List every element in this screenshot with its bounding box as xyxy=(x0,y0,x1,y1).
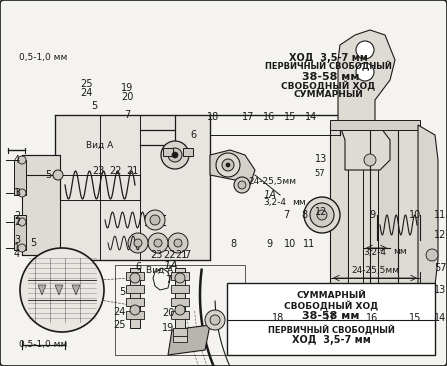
Text: 22: 22 xyxy=(163,250,175,260)
Text: 21: 21 xyxy=(175,250,187,260)
Text: СУММАРНЫЙ: СУММАРНЫЙ xyxy=(294,90,363,99)
Circle shape xyxy=(310,203,334,227)
Text: 12: 12 xyxy=(434,230,446,240)
Text: 16: 16 xyxy=(263,112,276,122)
Bar xyxy=(330,120,420,130)
Bar xyxy=(171,311,189,319)
Text: 5: 5 xyxy=(91,101,97,111)
Circle shape xyxy=(304,197,340,233)
Bar xyxy=(130,268,140,328)
Text: ПЕРВИЧНЫЙ СВОБОДНЫЙ: ПЕРВИЧНЫЙ СВОБОДНЫЙ xyxy=(265,61,392,71)
Text: 0,5-1,0 мм: 0,5-1,0 мм xyxy=(19,53,67,62)
Text: 7: 7 xyxy=(124,110,131,120)
Text: СВОБОДНЫЙ ХОД: СВОБОДНЫЙ ХОД xyxy=(284,301,378,311)
Bar xyxy=(171,285,189,293)
Text: Вид А: Вид А xyxy=(86,141,113,150)
Bar xyxy=(348,125,363,300)
Text: 19: 19 xyxy=(162,323,174,333)
Bar xyxy=(398,125,420,325)
Text: 38-58 мм: 38-58 мм xyxy=(302,72,359,82)
Circle shape xyxy=(148,233,168,253)
Text: 5: 5 xyxy=(30,238,37,249)
Bar xyxy=(378,125,398,300)
Text: 10: 10 xyxy=(283,239,296,250)
Text: 7: 7 xyxy=(165,275,171,285)
Circle shape xyxy=(18,244,26,252)
Bar xyxy=(175,268,185,328)
Circle shape xyxy=(317,210,327,220)
Text: 38-58 мм: 38-58 мм xyxy=(302,311,360,321)
Text: 3: 3 xyxy=(14,235,20,245)
Polygon shape xyxy=(418,125,438,295)
Text: 9: 9 xyxy=(266,239,273,250)
Circle shape xyxy=(356,63,374,81)
Text: 6: 6 xyxy=(190,130,196,140)
Polygon shape xyxy=(210,150,255,185)
Bar xyxy=(171,298,189,306)
Text: 19: 19 xyxy=(121,83,134,93)
Text: 16: 16 xyxy=(366,313,378,323)
Text: 6: 6 xyxy=(135,262,142,272)
Text: 0,5-1,0 мм: 0,5-1,0 мм xyxy=(19,340,67,350)
Text: СВОБОДНЫЙ ХОД: СВОБОДНЫЙ ХОД xyxy=(282,81,375,91)
Circle shape xyxy=(150,215,160,225)
Bar xyxy=(330,125,348,325)
Text: 5: 5 xyxy=(45,170,51,180)
Circle shape xyxy=(210,315,220,325)
Circle shape xyxy=(128,233,148,253)
Text: 1: 1 xyxy=(14,243,20,253)
Text: ХОД  3,5-7 мм: ХОД 3,5-7 мм xyxy=(289,53,368,63)
Text: 18: 18 xyxy=(272,313,284,323)
Circle shape xyxy=(18,156,26,164)
Text: мм: мм xyxy=(292,198,306,207)
Text: 2: 2 xyxy=(14,211,20,221)
Circle shape xyxy=(175,273,185,283)
Circle shape xyxy=(168,148,182,162)
Text: 11: 11 xyxy=(434,210,446,220)
Circle shape xyxy=(222,159,234,171)
Text: 24: 24 xyxy=(113,307,125,317)
Text: 15: 15 xyxy=(409,313,421,323)
Text: 23: 23 xyxy=(92,166,105,176)
Bar xyxy=(173,328,187,336)
Bar xyxy=(163,148,173,156)
Text: 1А: 1А xyxy=(264,190,276,200)
Polygon shape xyxy=(55,285,63,295)
Circle shape xyxy=(234,177,250,193)
Text: 1A: 1A xyxy=(164,261,178,272)
Circle shape xyxy=(130,273,140,283)
Text: 24-25,5мм: 24-25,5мм xyxy=(249,177,297,186)
Text: 17: 17 xyxy=(242,112,254,122)
Text: 20: 20 xyxy=(121,92,134,102)
Text: 13: 13 xyxy=(434,285,446,295)
Bar xyxy=(183,148,193,156)
Text: Вид А: Вид А xyxy=(146,265,173,274)
Circle shape xyxy=(53,170,63,180)
Circle shape xyxy=(238,181,246,189)
Polygon shape xyxy=(338,30,395,170)
Circle shape xyxy=(145,210,165,230)
Text: 10: 10 xyxy=(409,210,421,220)
Polygon shape xyxy=(168,325,210,355)
Circle shape xyxy=(356,41,374,59)
Bar xyxy=(227,283,435,355)
Text: ХОД  3,5-7 мм: ХОД 3,5-7 мм xyxy=(291,335,371,345)
Text: 18: 18 xyxy=(207,112,219,122)
Text: 17: 17 xyxy=(324,313,336,323)
Circle shape xyxy=(226,163,230,167)
Text: 8: 8 xyxy=(230,239,236,250)
Circle shape xyxy=(205,310,225,330)
Bar xyxy=(115,265,245,355)
Bar xyxy=(14,160,26,195)
Text: СУММАРНЫЙ: СУММАРНЫЙ xyxy=(296,291,366,300)
Text: 3,2-4: 3,2-4 xyxy=(263,198,286,207)
Bar xyxy=(22,155,60,255)
Text: 14: 14 xyxy=(304,112,317,122)
Circle shape xyxy=(174,239,182,247)
Text: 7: 7 xyxy=(184,250,190,261)
Text: 57: 57 xyxy=(314,169,325,178)
Circle shape xyxy=(161,141,189,169)
Circle shape xyxy=(18,189,26,197)
Bar xyxy=(126,311,144,319)
